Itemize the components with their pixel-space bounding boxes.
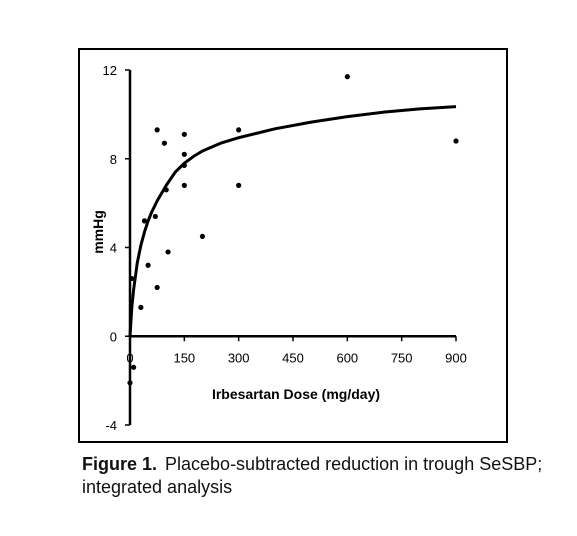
scatter-chart: -4 0 4 8 12 0 150 300 450 600 750 900 Irbesartan Do…	[90, 63, 467, 433]
axes: -4 0 4 8 12 0 150 300 450 600 750 900	[103, 63, 467, 433]
y-tick-label: 0	[110, 329, 117, 344]
data-point	[127, 380, 133, 386]
x-axis-label: Irbesartan Dose (mg/day)	[212, 386, 380, 402]
fitted-curve	[128, 105, 457, 337]
x-tick-label: 600	[336, 350, 358, 365]
figure-frame: -4 0 4 8 12 0 150 300 450 600 750 900 Irbesartan Do…	[78, 48, 508, 443]
data-point	[163, 187, 169, 193]
data-point	[154, 127, 160, 133]
axis-labels: Irbesartan Dose (mg/day) mmHg	[90, 210, 380, 402]
fitted-curve-layer	[128, 105, 457, 337]
caption-text: Placebo-subtracted reduction in trough S…	[82, 454, 543, 497]
x-tick-label: 450	[282, 350, 304, 365]
data-point	[141, 218, 148, 224]
data-point	[145, 262, 151, 268]
data-point	[199, 233, 206, 240]
x-tick-label: 750	[391, 350, 413, 365]
data-point	[236, 127, 242, 133]
data-point	[152, 213, 158, 220]
data-point	[165, 249, 171, 255]
y-tick-label: -4	[105, 418, 117, 433]
figure-caption: Figure 1. Placebo-subtracted reduction in…	[82, 453, 552, 499]
y-tick-label: 12	[103, 63, 117, 78]
data-point	[181, 182, 187, 188]
data-point	[154, 284, 160, 291]
data-point	[181, 151, 187, 157]
y-tick-label: 8	[110, 152, 117, 167]
x-tick-label: 0	[126, 350, 133, 365]
data-point	[344, 74, 350, 80]
data-point	[138, 304, 144, 311]
data-point	[453, 138, 459, 144]
data-point	[129, 275, 135, 282]
data-point	[236, 182, 242, 188]
x-tick-label: 150	[173, 350, 195, 365]
y-tick-label: 4	[110, 241, 117, 256]
data-points	[127, 74, 459, 386]
data-point	[131, 364, 137, 370]
x-tick-label: 300	[228, 350, 250, 365]
x-tick-label: 900	[445, 350, 467, 365]
y-axis-label: mmHg	[90, 210, 106, 254]
data-point	[181, 131, 187, 137]
data-point	[161, 140, 168, 146]
data-point	[181, 162, 187, 169]
caption-label: Figure 1.	[82, 454, 158, 474]
